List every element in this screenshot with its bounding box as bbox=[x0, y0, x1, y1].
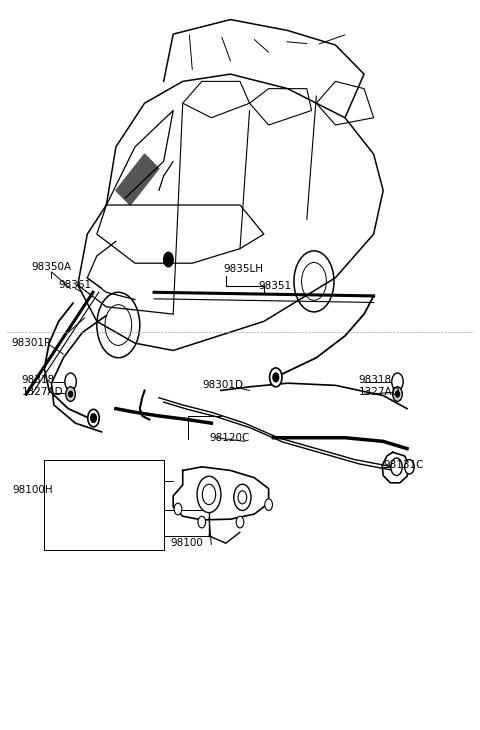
Text: 1327AD: 1327AD bbox=[359, 387, 400, 397]
Text: 98318: 98318 bbox=[22, 374, 55, 385]
Text: 98301D: 98301D bbox=[203, 380, 244, 391]
Circle shape bbox=[69, 391, 72, 397]
Text: 98131C: 98131C bbox=[383, 461, 424, 470]
Circle shape bbox=[234, 484, 251, 510]
Circle shape bbox=[273, 373, 279, 382]
Circle shape bbox=[91, 414, 96, 423]
Text: 98301P: 98301P bbox=[11, 338, 50, 348]
Circle shape bbox=[197, 476, 221, 512]
Circle shape bbox=[202, 484, 216, 504]
Circle shape bbox=[392, 373, 403, 391]
Circle shape bbox=[405, 460, 414, 474]
Text: 98318: 98318 bbox=[359, 374, 392, 385]
Text: 1327AD: 1327AD bbox=[22, 387, 63, 397]
Text: 98351: 98351 bbox=[258, 281, 291, 291]
Text: 98100H: 98100H bbox=[12, 485, 52, 495]
Circle shape bbox=[393, 387, 402, 402]
Text: 98100: 98100 bbox=[171, 538, 204, 548]
Text: 9835LH: 9835LH bbox=[223, 264, 264, 274]
Text: 98361: 98361 bbox=[59, 280, 92, 290]
Text: 98350A: 98350A bbox=[31, 262, 71, 272]
Circle shape bbox=[65, 373, 76, 391]
Circle shape bbox=[270, 368, 282, 387]
Circle shape bbox=[164, 253, 173, 267]
Polygon shape bbox=[116, 154, 159, 205]
Text: 98120C: 98120C bbox=[209, 433, 249, 442]
Circle shape bbox=[265, 499, 273, 510]
Circle shape bbox=[174, 503, 182, 515]
Circle shape bbox=[198, 516, 205, 528]
Circle shape bbox=[236, 516, 244, 528]
Circle shape bbox=[66, 387, 75, 402]
Circle shape bbox=[396, 391, 399, 397]
Circle shape bbox=[238, 491, 247, 504]
Circle shape bbox=[88, 410, 99, 427]
Circle shape bbox=[391, 458, 402, 475]
